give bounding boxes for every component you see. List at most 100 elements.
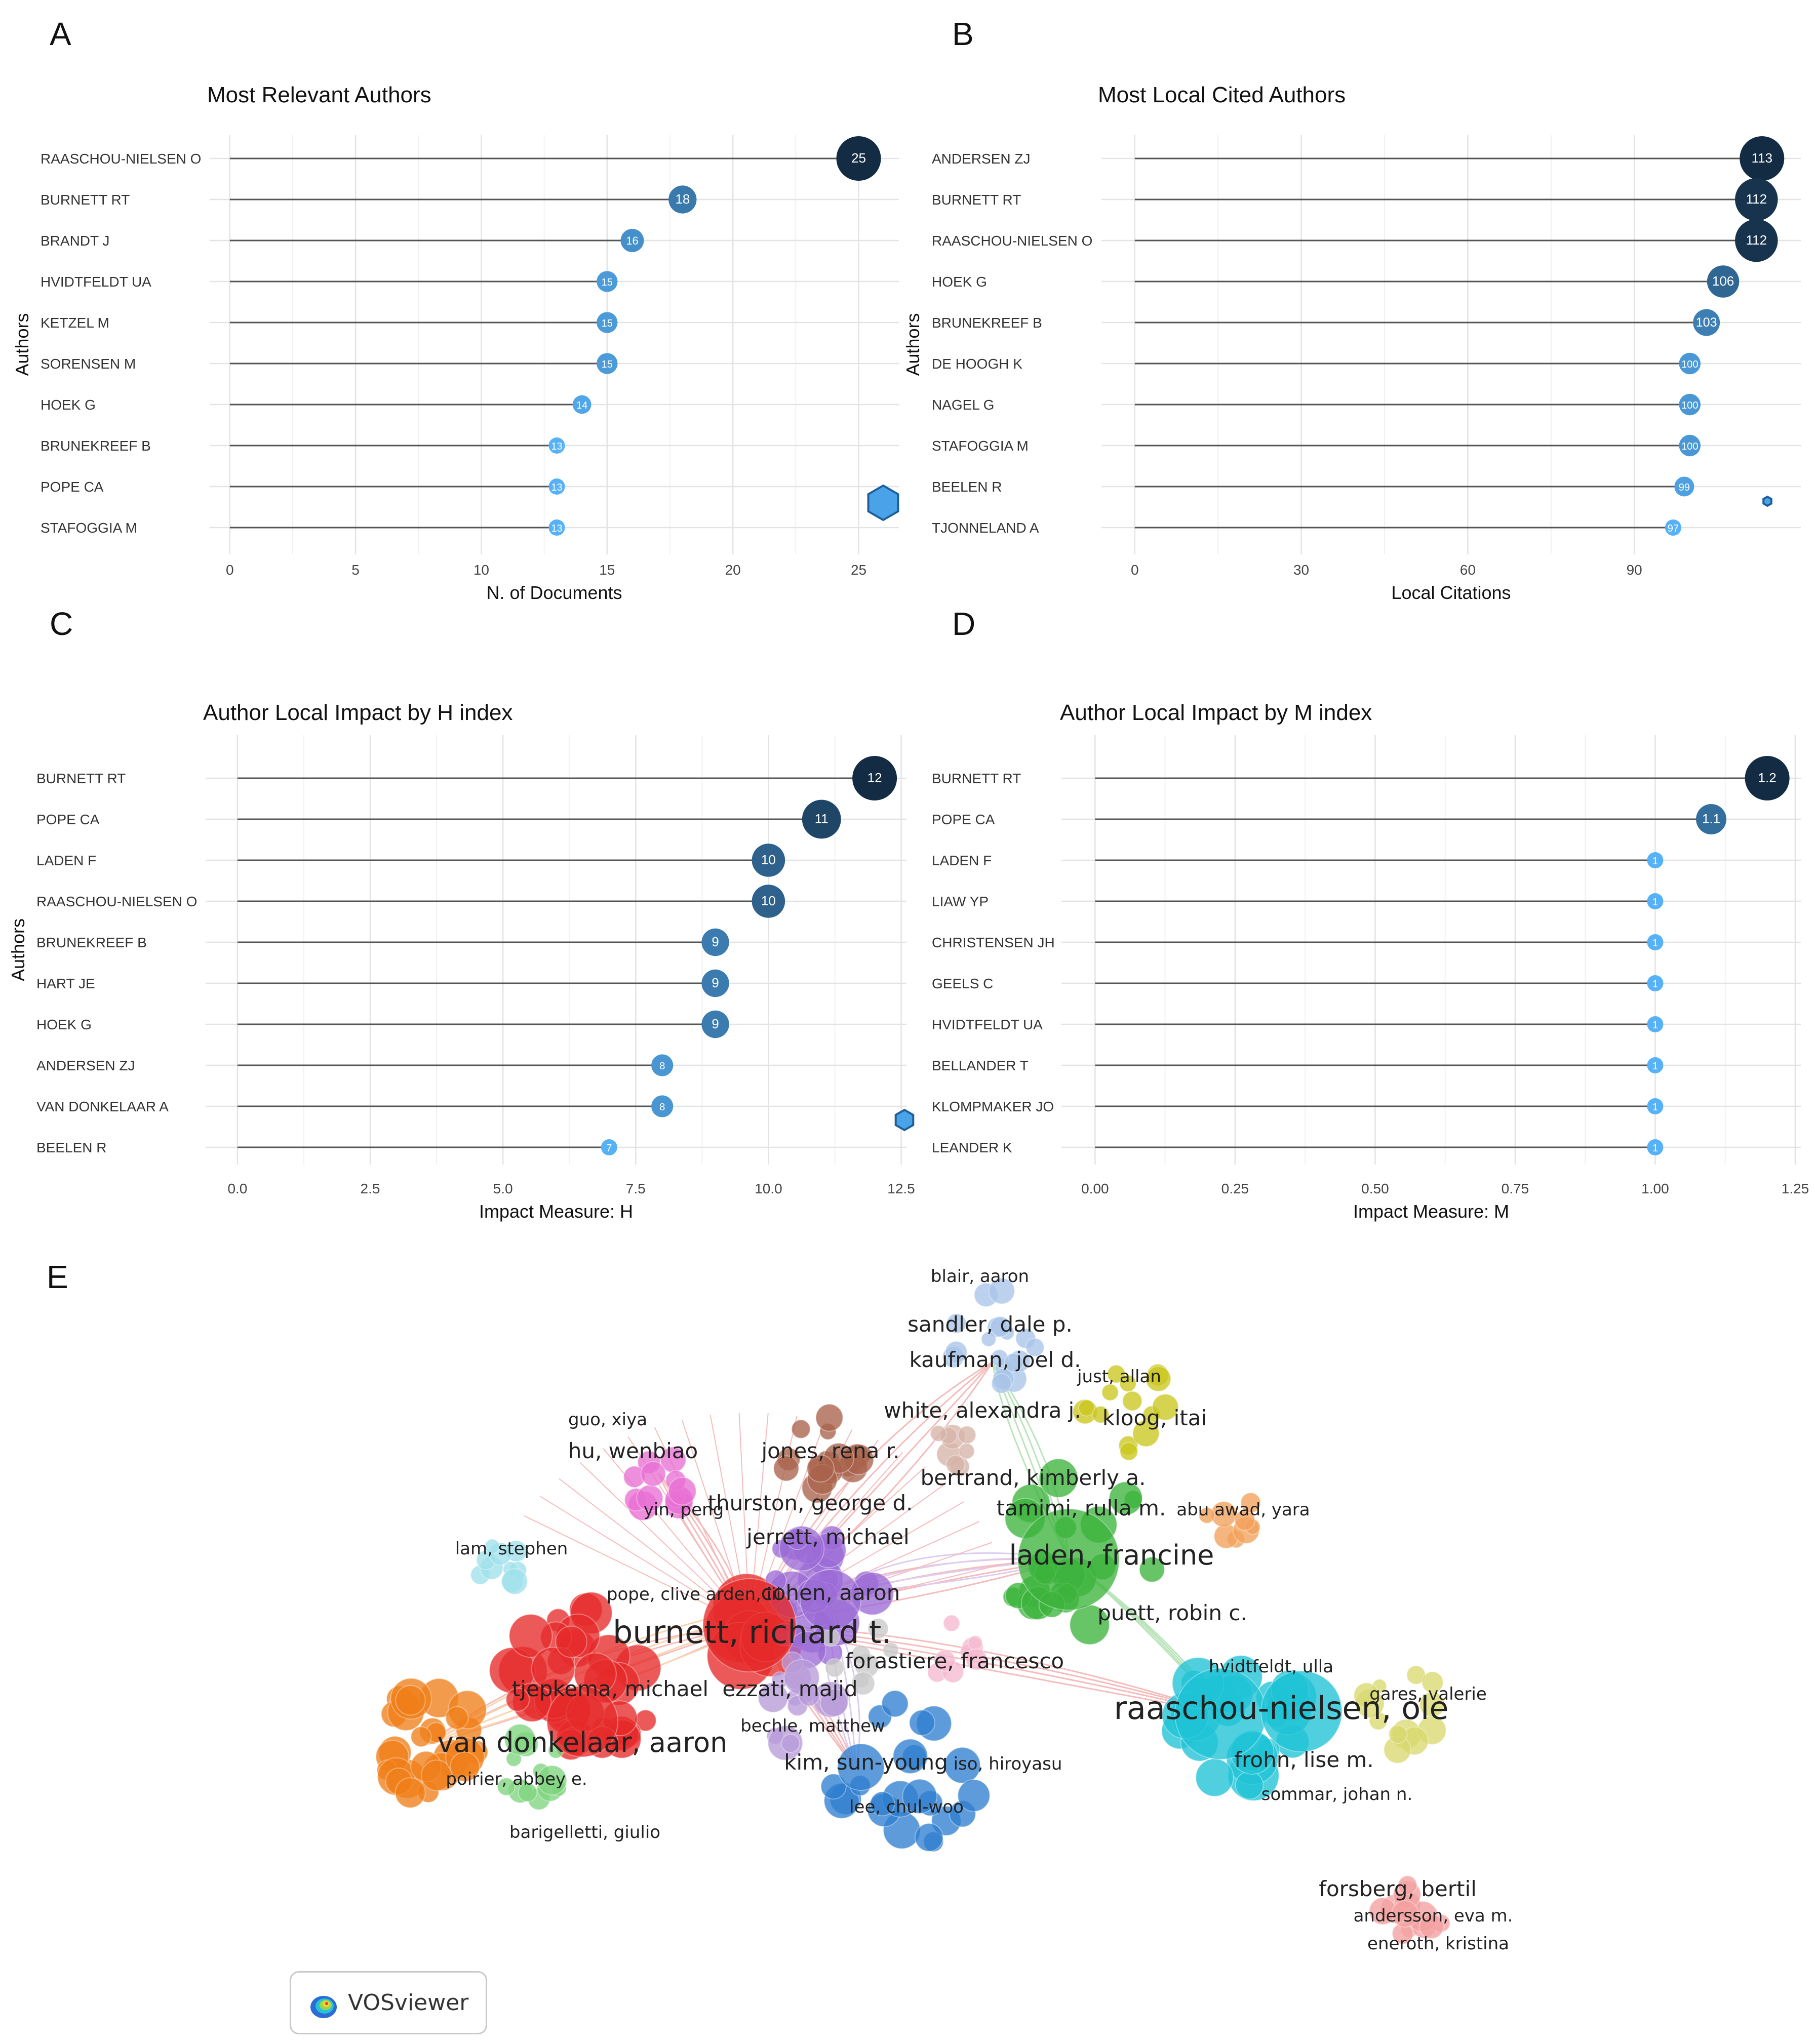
network-edge: [427, 1594, 826, 1745]
category-label: DE HOOGH K: [932, 356, 1022, 372]
network-node: [1393, 1880, 1422, 1909]
network-node: [445, 1706, 469, 1730]
network-node: [505, 1540, 528, 1562]
network-node: [764, 1570, 787, 1592]
network-node: [768, 1571, 816, 1618]
x-tick-label: 30: [1293, 562, 1309, 578]
network-node: [776, 1599, 798, 1621]
network-node: [569, 1592, 603, 1627]
network-node: [1393, 1891, 1422, 1919]
network-edge: [748, 1624, 857, 1770]
network-edge: [749, 1624, 1226, 1715]
network-edge: [540, 1496, 750, 1626]
network-node: [410, 1726, 432, 1748]
network-node: [867, 1704, 892, 1729]
value-label: 1.1: [1702, 811, 1720, 826]
value-label: 12: [867, 770, 882, 785]
category-label: BURNETT RT: [36, 771, 126, 786]
network-edge: [749, 1542, 993, 1626]
network-node: [544, 1689, 590, 1735]
network-edge: [603, 1448, 750, 1626]
network-node: [837, 1743, 885, 1791]
network-node: [740, 1612, 791, 1663]
network-node: [500, 1570, 524, 1593]
network-node: [931, 1806, 962, 1836]
network-node: [380, 1701, 408, 1728]
network-node-label: blair, aaron: [931, 1266, 1029, 1287]
lollipop-point: [752, 844, 785, 877]
x-tick-label: 90: [1627, 562, 1642, 578]
panel-letter-c: C: [50, 606, 73, 642]
network-node: [1124, 1490, 1143, 1509]
network-edge: [749, 1416, 798, 1626]
network-edge: [709, 1415, 750, 1626]
lollipop-point: [651, 1054, 674, 1076]
network-node-label: abu awad, yara: [1176, 1500, 1310, 1520]
network-node-label: kaufman, joel d.: [910, 1347, 1081, 1372]
network-node: [421, 1759, 453, 1791]
network-edge: [824, 1594, 860, 1770]
network-edge: [749, 1361, 994, 1626]
network-edge: [749, 1558, 1069, 1626]
category-label: BRUNEKREEF B: [36, 935, 147, 950]
network-node: [1018, 1575, 1051, 1608]
network-node: [1174, 1668, 1267, 1760]
network-node: [1011, 1484, 1051, 1524]
network-node: [881, 1780, 919, 1818]
category-label: BRUNEKREEF B: [41, 438, 151, 454]
network-node: [602, 1700, 638, 1737]
network-node: [624, 1488, 648, 1512]
network-node: [786, 1689, 804, 1706]
value-label: 14: [576, 400, 587, 411]
network-node: [1147, 1364, 1169, 1386]
network-node: [445, 1737, 485, 1777]
category-label: VAN DONKELAAR A: [36, 1099, 169, 1114]
network-node-label: lam, stephen: [455, 1539, 568, 1559]
network-node: [1004, 1352, 1024, 1373]
network-labels: blair, aaron sandler, dale p. kaufman, joe…: [438, 1266, 1513, 1954]
lollipop-point: [1647, 1139, 1664, 1155]
network-node: [614, 1720, 642, 1748]
network-node: [702, 1578, 797, 1672]
category-label: HART JE: [36, 976, 95, 991]
x-tick-label: 0.00: [1081, 1181, 1109, 1196]
category-label: TJONNELAND A: [932, 520, 1039, 536]
network-node: [958, 1442, 975, 1460]
network-node: [1180, 1723, 1219, 1762]
network-edge: [748, 1586, 826, 1626]
network-node: [665, 1470, 687, 1491]
network-nodes: [375, 1277, 1451, 1945]
network-node-label: jones, rena r.: [761, 1438, 899, 1463]
network-node: [816, 1450, 835, 1468]
network-node: [1260, 1670, 1343, 1752]
lollipop-point: [1647, 1098, 1664, 1114]
network-node: [432, 1739, 470, 1777]
hexagon-logo-icon: [867, 484, 899, 522]
x-tick-label: 12.5: [887, 1181, 915, 1196]
value-label: 100: [1681, 359, 1699, 370]
network-node: [767, 1725, 803, 1761]
network-node: [806, 1454, 835, 1483]
network-edge: [749, 1466, 926, 1626]
network-node: [1432, 1914, 1451, 1933]
network-node: [957, 1779, 991, 1812]
network-node-label: van donkelaar, aaron: [438, 1727, 728, 1758]
network-node: [583, 1659, 628, 1704]
x-tick-label: 2.5: [361, 1181, 380, 1196]
network-node: [667, 1476, 697, 1506]
network-node: [967, 1635, 983, 1651]
category-label: RAASCHOU-NIELSEN O: [41, 151, 201, 167]
network-node: [1232, 1516, 1260, 1544]
grid-lines-b: [1101, 135, 1801, 554]
network-node: [990, 1316, 1011, 1338]
network-node: [758, 1682, 788, 1713]
network-node: [1080, 1506, 1118, 1544]
network-edge: [427, 1594, 826, 1745]
network-node: [1101, 1383, 1119, 1401]
network-node: [636, 1485, 663, 1512]
network-node: [843, 1444, 875, 1475]
lollipop-point: [1647, 975, 1664, 991]
network-edge: [579, 1462, 750, 1626]
network-node: [1391, 1900, 1419, 1928]
network-node-label: kim, sun-young: [784, 1750, 948, 1775]
